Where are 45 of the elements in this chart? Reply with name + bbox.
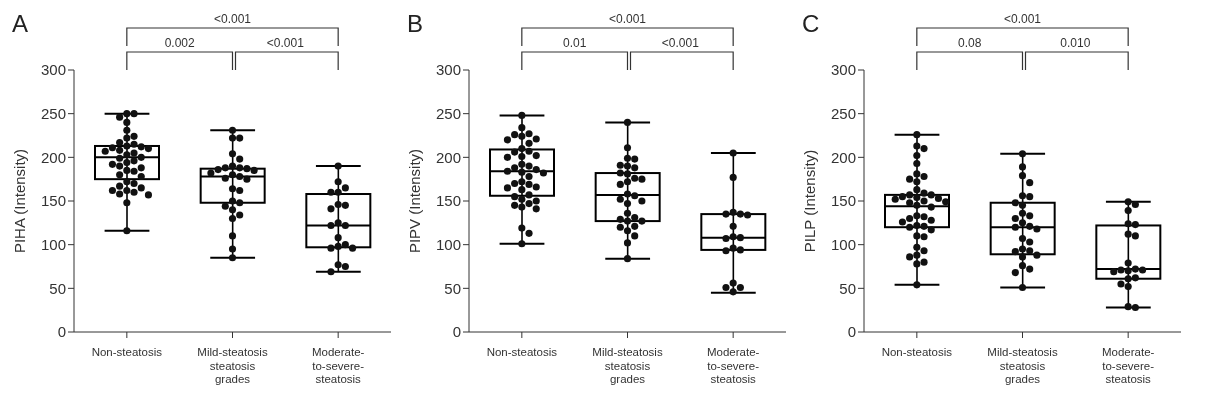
text: 0.002 <box>164 36 196 50</box>
x-tick-label: Moderate-to-severe-steatosis <box>311 346 365 385</box>
chart-title: C <box>802 10 820 38</box>
x-tick-label: Mild-steatosis steatosis grades <box>592 346 663 385</box>
x-tick-label: Moderate-to-severe-steatosis <box>706 346 760 385</box>
x-tick-label: Non-steatosis <box>881 346 953 358</box>
y-tick-label: 100 <box>40 235 66 253</box>
x-tick-label: Mild-steatosis steatosis grades <box>987 346 1058 385</box>
text: <0.001 <box>266 36 305 50</box>
text: 0.01 <box>562 36 587 50</box>
y-tick-label: 300 <box>40 61 66 79</box>
y-tick-label: 50 <box>444 279 461 297</box>
y-tick-label: 150 <box>40 192 66 210</box>
y-tick-label: 0 <box>847 323 856 341</box>
x-tick-label: Non-steatosis <box>486 346 558 358</box>
y-tick-label: 150 <box>435 192 461 210</box>
y-tick-label: 0 <box>57 323 66 341</box>
y-tick-label: 300 <box>830 61 856 79</box>
x-tick-label: Moderate-to-severe-steatosis <box>1101 346 1155 385</box>
text: <0.001 <box>1003 12 1042 26</box>
y-axis-title: PILP (Intensity) <box>801 149 819 253</box>
x-tick-label: Mild-steatosis steatosis grades <box>197 346 268 385</box>
y-tick-label: 150 <box>830 192 856 210</box>
y-tick-label: 200 <box>435 148 461 166</box>
text: <0.001 <box>661 36 700 50</box>
y-axis-title: PIPV (Intensity) <box>406 148 424 254</box>
y-tick-label: 0 <box>452 323 461 341</box>
text: 0.08 <box>957 36 982 50</box>
chart-title: B <box>407 10 424 38</box>
y-tick-label: 250 <box>830 104 856 122</box>
y-tick-label: 100 <box>830 235 856 253</box>
chart-title: A <box>12 10 29 38</box>
y-tick-label: 200 <box>830 148 856 166</box>
y-tick-label: 50 <box>49 279 66 297</box>
y-axis-title: PIHA (Intensity) <box>11 148 29 254</box>
text: 0.010 <box>1060 36 1091 50</box>
y-tick-label: 100 <box>435 235 461 253</box>
text: <0.001 <box>608 12 647 26</box>
text: <0.001 <box>213 12 252 26</box>
y-tick-label: 200 <box>40 148 66 166</box>
y-tick-label: 50 <box>839 279 856 297</box>
y-tick-label: 300 <box>435 61 461 79</box>
x-tick-label: Non-steatosis <box>91 346 163 358</box>
y-tick-label: 250 <box>40 104 66 122</box>
y-tick-label: 250 <box>435 104 461 122</box>
